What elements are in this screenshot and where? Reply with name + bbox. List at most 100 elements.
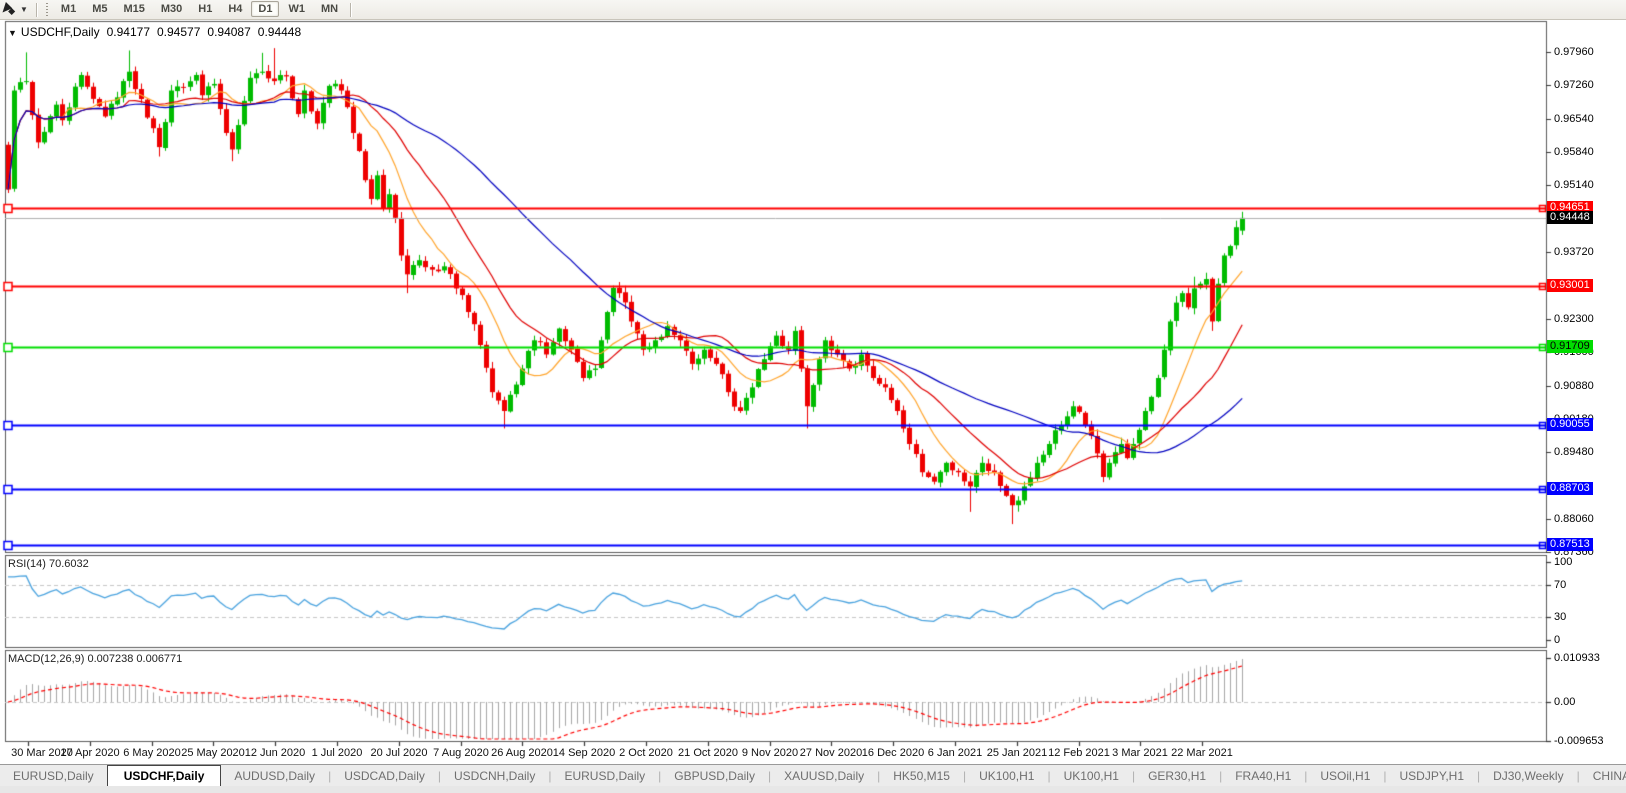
- cursor-tool-button[interactable]: ▼: [0, 1, 32, 17]
- level-price-label: 0.93001: [1547, 279, 1593, 292]
- symbol-period-label: USDCHF,Daily: [20, 25, 100, 39]
- price-axis-tick: 0.95140: [1554, 179, 1594, 191]
- date-axis-label: 12 Feb 2021: [1048, 747, 1110, 759]
- current-price-label: 0.94448: [1547, 211, 1593, 224]
- timeframe-button-h4[interactable]: H4: [228, 3, 243, 15]
- date-axis-label: 20 Jul 2020: [370, 747, 428, 759]
- price-axis-tick: 0.90880: [1554, 380, 1594, 392]
- chart-tab-uk100-h1[interactable]: UK100,H1: [979, 769, 1035, 783]
- level-price-label: 0.87513: [1547, 538, 1593, 551]
- date-axis-label: 2 Oct 2020: [619, 747, 673, 759]
- timeframe-button-h1[interactable]: H1: [198, 3, 213, 15]
- date-axis-label: 26 Aug 2020: [491, 747, 553, 759]
- tab-separator: |: [658, 769, 662, 783]
- tab-separator: |: [877, 769, 881, 783]
- chart-canvas[interactable]: [0, 20, 1626, 764]
- date-axis-label: 14 Sep 2020: [552, 747, 616, 759]
- timeframe-button-m30[interactable]: M30: [160, 3, 183, 15]
- chart-tab-usdjpy-h1[interactable]: USDJPY,H1: [1399, 769, 1464, 783]
- macd-axis-tick: -0.009653: [1554, 735, 1604, 747]
- date-axis-label: 3 Mar 2021: [1112, 747, 1168, 759]
- chart-tab-gbpusd-daily[interactable]: GBPUSD,Daily: [674, 769, 755, 783]
- tab-list: EURUSD,Daily USDCHF,Daily AUDUSD,Daily | USD…: [0, 765, 1626, 788]
- macd-axis-tick: 0.00: [1554, 696, 1576, 708]
- date-axis-label: 7 Aug 2020: [433, 747, 489, 759]
- price-axis-tick: 0.88060: [1554, 513, 1594, 525]
- toolbar: ▼ M1 M5 M15 M30 H1 H4 D1 W1 MN: [0, 0, 1626, 20]
- tab-separator: |: [548, 769, 552, 783]
- macd-indicator-label: MACD(12,26,9) 0.007238 0.006771: [8, 653, 183, 665]
- date-axis-label: 6 Jan 2021: [927, 747, 983, 759]
- date-axis-label: 9 Nov 2020: [741, 747, 799, 759]
- tab-separator: |: [1304, 769, 1308, 783]
- tab-separator: |: [962, 769, 967, 783]
- chart-tab-bar: EURUSD,Daily USDCHF,Daily AUDUSD,Daily | USD…: [0, 764, 1626, 788]
- tab-separator: |: [767, 769, 772, 783]
- tab-separator: |: [437, 769, 441, 783]
- macd-axis-tick: 0.010933: [1554, 652, 1600, 664]
- chevron-down-icon[interactable]: ▼: [20, 5, 28, 14]
- tab-separator: |: [328, 769, 332, 783]
- date-axis-label: 25 May 2020: [181, 747, 245, 759]
- date-axis-label: 16 Dec 2020: [861, 747, 925, 759]
- timeframe-button-d1[interactable]: D1: [251, 1, 280, 17]
- timeframe-button-m1[interactable]: M1: [60, 3, 77, 15]
- date-axis-label: 22 Mar 2021: [1171, 747, 1233, 759]
- chart-tab-usdcnh-daily[interactable]: USDCNH,Daily: [454, 769, 536, 783]
- chart-tab-usoil-h1[interactable]: USOil,H1: [1320, 769, 1371, 783]
- chart-tab-usdcad-daily[interactable]: USDCAD,Daily: [344, 769, 425, 783]
- price-axis-tick: 0.92300: [1554, 313, 1594, 325]
- price-axis-tick: 0.89480: [1554, 446, 1594, 458]
- price-axis-tick: 0.93720: [1554, 246, 1594, 258]
- status-strip: [0, 786, 1626, 793]
- chart-tab-audusd-daily[interactable]: AUDUSD,Daily: [234, 769, 316, 783]
- tab-separator: |: [1477, 769, 1481, 783]
- timeframe-button-m15[interactable]: M15: [123, 3, 145, 15]
- price-axis-tick: 0.96540: [1554, 113, 1594, 125]
- high-value: 0.94577: [157, 25, 201, 39]
- chart-tab-china300-h1[interactable]: CHINA300,H1: [1592, 769, 1626, 783]
- chart-window: ▼ USDCHF,Daily 0.94177 0.94577 0.94087 0.9444…: [0, 20, 1626, 764]
- chart-title: ▼ USDCHF,Daily 0.94177 0.94577 0.94087 0.9444…: [8, 26, 301, 40]
- pointer-icon: [2, 1, 17, 17]
- chart-tab-uk100-h1[interactable]: UK100,H1: [1063, 769, 1119, 783]
- date-axis-label: 30 Mar 2020: [11, 747, 73, 759]
- collapse-triangle-icon[interactable]: ▼: [8, 28, 17, 38]
- price-axis-tick: 0.95840: [1554, 146, 1594, 158]
- date-axis-label: 12 Jun 2020: [244, 747, 306, 759]
- date-axis-label: 6 May 2020: [123, 747, 181, 759]
- date-axis-label: 21 Oct 2020: [678, 747, 738, 759]
- toolbar-separator: [350, 2, 353, 17]
- chart-tab-xauusd-daily[interactable]: XAUUSD,Daily: [784, 769, 865, 783]
- tab-separator: |: [1576, 769, 1580, 783]
- close-value: 0.94448: [257, 25, 302, 39]
- low-value: 0.94087: [207, 25, 251, 39]
- tab-separator: |: [1219, 769, 1223, 783]
- chart-tab-ger30-h1[interactable]: GER30,H1: [1148, 769, 1207, 783]
- tab-separator: |: [1047, 769, 1051, 783]
- timeframe-button-w1[interactable]: W1: [288, 3, 305, 15]
- date-axis-label: 25 Jan 2021: [986, 747, 1048, 759]
- level-price-label: 0.94651: [1547, 201, 1593, 214]
- rsi-axis-tick: 100: [1554, 556, 1573, 568]
- toolbar-grip-handle[interactable]: [44, 2, 50, 17]
- level-price-label: 0.90055: [1547, 418, 1593, 431]
- timeframe-button-mn[interactable]: MN: [320, 3, 339, 15]
- rsi-indicator-label: RSI(14) 70.6032: [8, 558, 89, 570]
- chart-tab-fra40-h1[interactable]: FRA40,H1: [1235, 769, 1292, 783]
- timeframe-button-group: M1 M5 M15 M30 H1 H4 D1 W1 MN: [53, 1, 346, 17]
- rsi-axis-tick: 70: [1554, 579, 1567, 591]
- chart-tab-dj30-weekly[interactable]: DJ30,Weekly: [1493, 769, 1564, 783]
- level-price-label: 0.88703: [1547, 482, 1593, 495]
- chart-tab-usdchf-daily[interactable]: USDCHF,Daily: [106, 765, 222, 788]
- chart-tab-hk50-m15[interactable]: HK50,M15: [893, 769, 950, 783]
- date-axis-label: 27 Nov 2020: [799, 747, 863, 759]
- chart-tab-eurusd-daily[interactable]: EURUSD,Daily: [564, 769, 646, 783]
- chart-tab-eurusd-daily[interactable]: EURUSD,Daily: [13, 769, 94, 783]
- date-axis-label: 1 Jul 2020: [311, 747, 363, 759]
- level-price-label: 0.91709: [1547, 340, 1593, 353]
- tab-separator: |: [1131, 769, 1136, 783]
- price-axis-tick: 0.97960: [1554, 46, 1594, 58]
- timeframe-button-m5[interactable]: M5: [92, 3, 108, 15]
